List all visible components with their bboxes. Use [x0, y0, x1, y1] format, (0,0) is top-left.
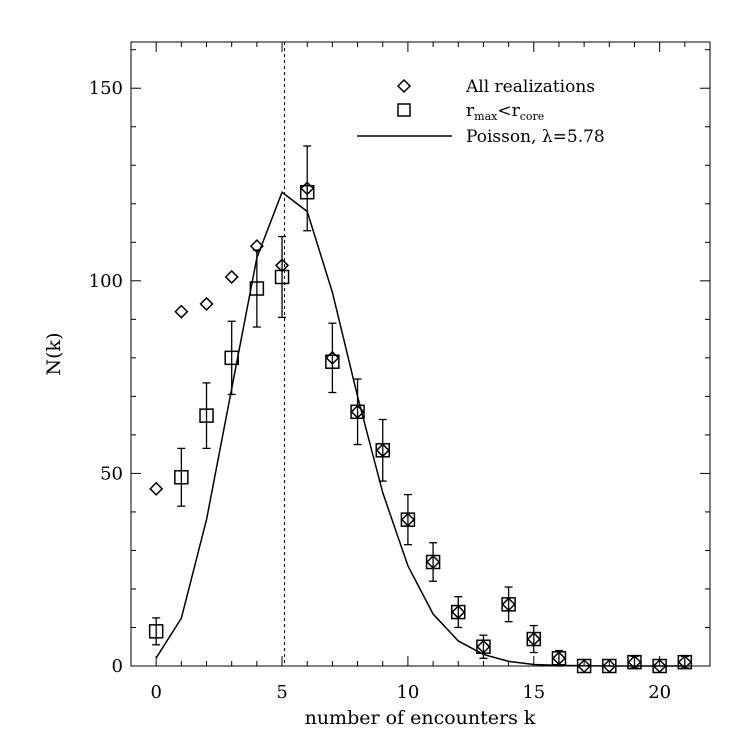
square-point	[325, 354, 340, 369]
square-point	[375, 443, 390, 458]
legend-lt-r: <r	[497, 101, 520, 121]
square-point	[249, 281, 265, 296]
axis-ticks	[131, 42, 710, 667]
diamond-point	[249, 239, 264, 254]
square-point	[350, 404, 365, 420]
diamond-point	[274, 258, 290, 273]
square-point	[174, 470, 189, 485]
square-point	[299, 184, 315, 200]
legend-diamond-icon	[396, 78, 412, 94]
rmax-series	[148, 184, 693, 674]
error-bars	[152, 145, 689, 669]
legend-r: r	[466, 101, 475, 121]
legend-max-sub: max	[474, 110, 498, 123]
square-point	[602, 658, 617, 674]
diamond-point	[224, 269, 239, 285]
legend-square-icon	[397, 103, 411, 117]
poisson-series	[155, 191, 685, 667]
legend-rmax-label: rmax<rcore	[466, 101, 544, 123]
y-tick-label: 150	[89, 78, 123, 99]
square-point	[627, 654, 642, 670]
diamond-point	[199, 296, 214, 311]
y-tick-label: 0	[112, 656, 123, 677]
diamond-point	[174, 304, 189, 319]
all-realizations-series	[149, 181, 692, 674]
x-tick-label: 10	[396, 682, 419, 703]
square-point	[199, 408, 214, 423]
square-point	[476, 639, 491, 654]
x-tick-label: 15	[522, 682, 545, 703]
y-tick-label: 50	[100, 463, 123, 484]
square-point	[451, 604, 466, 620]
square-point	[274, 269, 290, 285]
diamond-point	[149, 481, 164, 496]
square-point	[677, 654, 693, 670]
square-point	[576, 658, 592, 674]
square-point	[425, 554, 441, 570]
tick-labels: 0 5 10 15 20 0 50 100 150	[89, 78, 671, 703]
x-tick-label: 0	[150, 682, 161, 703]
square-point	[501, 597, 516, 612]
poisson-line	[155, 191, 685, 667]
x-tick-label: 5	[276, 682, 287, 703]
plot-frame	[130, 41, 711, 667]
square-point	[224, 350, 239, 366]
y-axis-label: N(k)	[43, 333, 65, 376]
y-tick-label: 100	[89, 271, 123, 292]
x-axis-label: number of encounters k	[305, 707, 536, 729]
legend-all-label: All realizations	[465, 77, 595, 97]
square-point	[652, 658, 667, 674]
square-point	[400, 512, 416, 527]
square-point	[526, 631, 542, 647]
x-tick-label: 20	[648, 682, 671, 703]
legend-poisson-label: Poisson, λ=5.78	[466, 127, 605, 147]
legend: All realizations rmax<rcore Poisson, λ=5…	[357, 77, 605, 147]
legend-core-sub: core	[520, 110, 545, 123]
square-point	[148, 624, 164, 639]
square-point	[551, 651, 567, 666]
